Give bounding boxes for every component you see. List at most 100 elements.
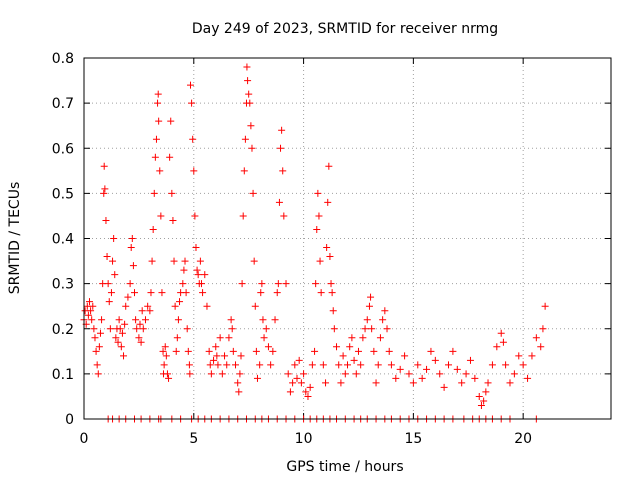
data-point [237, 352, 245, 360]
data-point [482, 388, 490, 396]
data-point [152, 135, 160, 143]
y-tick-label: 0.2 [52, 322, 74, 338]
data-point [154, 90, 162, 98]
data-point [385, 347, 393, 355]
data-point [274, 280, 282, 288]
data-point [114, 338, 122, 346]
data-point [232, 361, 240, 369]
data-point [251, 302, 259, 310]
data-point [96, 329, 104, 337]
data-point [423, 365, 431, 373]
data-point [346, 343, 354, 351]
data-point [179, 280, 187, 288]
data-point [135, 334, 143, 342]
data-point [235, 388, 243, 396]
data-point [107, 289, 115, 297]
data-point [350, 356, 358, 364]
data-point [311, 347, 319, 355]
data-point [180, 266, 188, 274]
x-tick-label: 10 [295, 431, 313, 447]
data-point [201, 271, 209, 279]
data-point [528, 352, 536, 360]
data-point [449, 347, 457, 355]
data-point [316, 257, 324, 265]
y-tick-label: 0.5 [52, 186, 74, 202]
data-point [462, 370, 470, 378]
data-point [248, 144, 256, 152]
data-point [381, 307, 389, 315]
data-point [363, 316, 371, 324]
data-point [109, 257, 117, 265]
data-point [306, 383, 314, 391]
data-point [352, 370, 360, 378]
data-point [471, 374, 479, 382]
data-point [131, 289, 139, 297]
data-point [225, 334, 233, 342]
data-point [163, 370, 171, 378]
data-point [271, 316, 279, 324]
data-point [132, 316, 140, 324]
data-point [213, 352, 221, 360]
data-point [427, 347, 435, 355]
data-point [244, 77, 252, 85]
data-point [387, 361, 395, 369]
data-point [275, 198, 283, 206]
data-point [118, 329, 126, 337]
data-point [161, 343, 169, 351]
data-point [186, 370, 194, 378]
data-point [128, 235, 136, 242]
data-point [194, 271, 202, 279]
data-point [199, 289, 207, 297]
data-point [148, 257, 156, 265]
data-point [327, 280, 335, 288]
data-point [539, 325, 547, 333]
data-point [93, 361, 101, 369]
data-point [141, 316, 149, 324]
plot-frame [83, 57, 612, 420]
y-tick-label: 0.8 [52, 51, 74, 67]
data-point [341, 370, 349, 378]
data-point [240, 167, 248, 175]
data-point [264, 343, 272, 351]
data-point [300, 370, 308, 378]
data-point [121, 320, 129, 328]
data-point [192, 244, 200, 252]
data-point [167, 117, 175, 125]
data-point [499, 338, 507, 346]
data-point [440, 383, 448, 391]
y-tick-label: 0.1 [52, 367, 74, 383]
data-point [172, 347, 180, 355]
data-point [171, 302, 179, 310]
data-point [84, 311, 92, 319]
data-point [184, 347, 192, 355]
data-point [488, 361, 496, 369]
data-point [293, 374, 301, 382]
data-point [122, 302, 130, 310]
data-point [185, 361, 193, 369]
data-point [357, 361, 365, 369]
data-point [234, 379, 242, 387]
data-point [541, 302, 549, 310]
data-point [401, 352, 409, 360]
data-point [322, 379, 330, 387]
data-point [101, 185, 109, 193]
data-point [333, 343, 341, 351]
data-point [146, 307, 154, 315]
data-point [105, 298, 113, 306]
data-point [223, 361, 231, 369]
data-point [207, 370, 215, 378]
data-point [137, 338, 145, 346]
data-point [286, 388, 294, 396]
x-tick-label: 0 [80, 431, 89, 447]
data-point [138, 307, 146, 315]
data-point [87, 307, 95, 315]
data-point [166, 153, 174, 161]
data-point [414, 361, 422, 369]
data-point [319, 361, 327, 369]
data-point [431, 356, 439, 364]
data-point [253, 374, 261, 382]
data-point [328, 289, 336, 297]
data-point [405, 370, 413, 378]
data-point [183, 325, 191, 333]
x-tick-label: 5 [189, 431, 198, 447]
